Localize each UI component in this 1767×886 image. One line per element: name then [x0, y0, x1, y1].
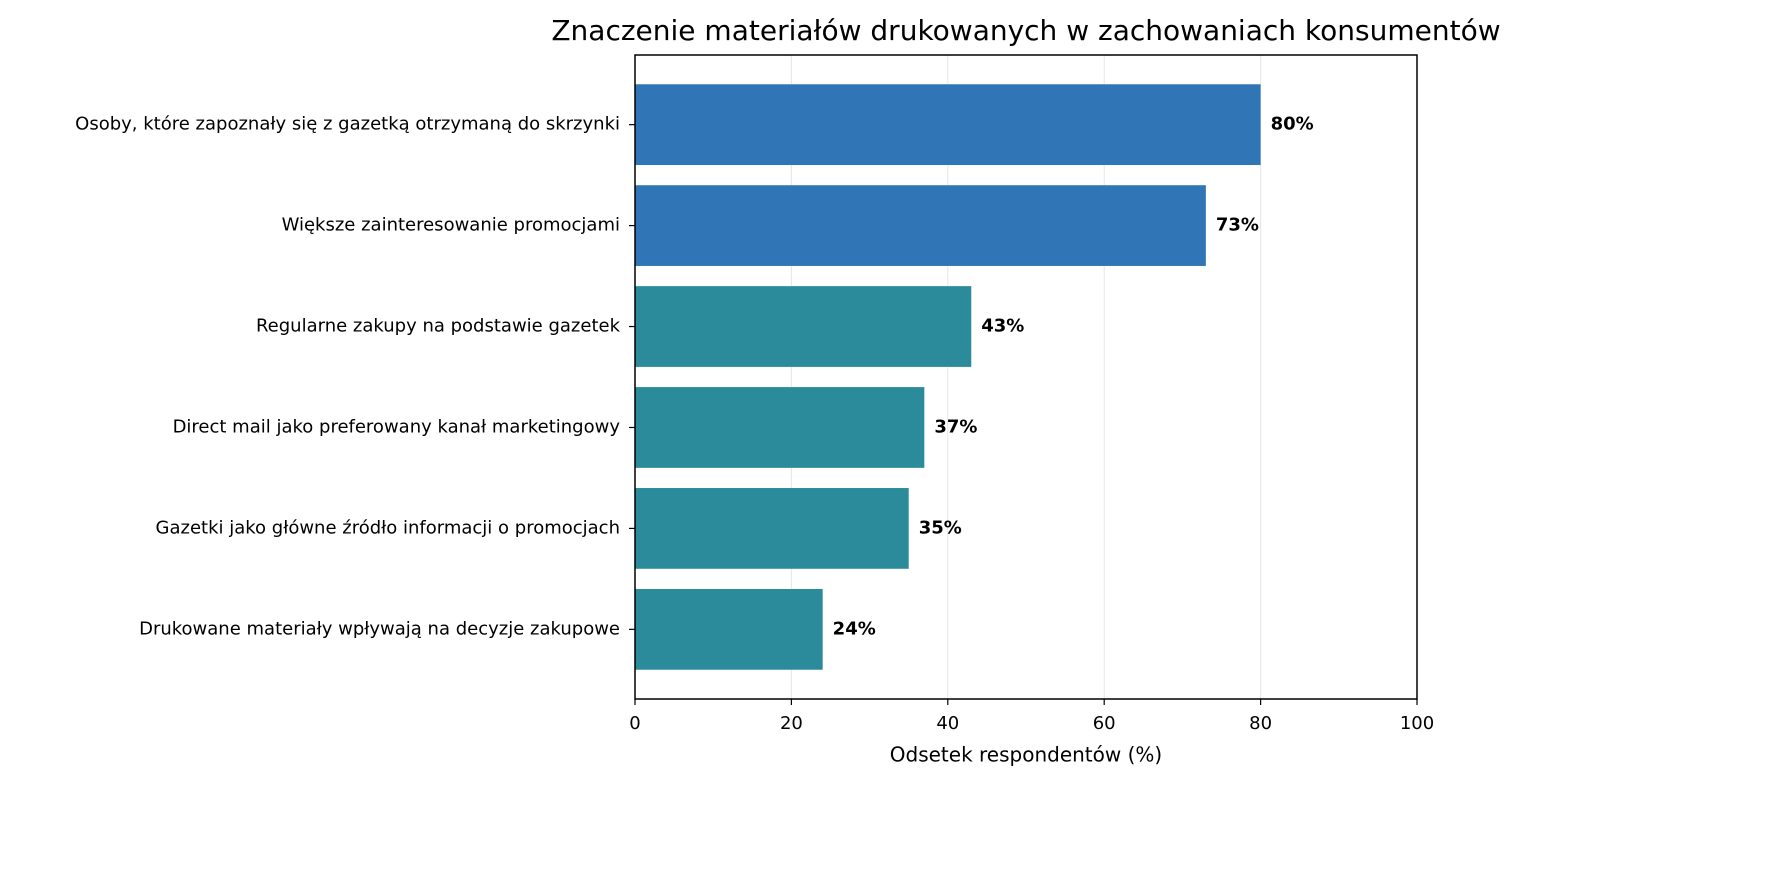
y-tick-label: Regularne zakupy na podstawie gazetek [256, 316, 621, 337]
x-tick-label: 80 [1249, 713, 1272, 734]
plot-frame [634, 54, 1418, 700]
value-label: 43% [981, 316, 1024, 337]
x-tick-label: 100 [1400, 713, 1434, 734]
bar [635, 286, 972, 367]
value-label: 37% [934, 416, 977, 437]
y-tick-label: Direct mail jako preferowany kanał marke… [173, 416, 621, 437]
x-tick-label: 60 [1093, 713, 1116, 734]
x-tick-label: 20 [780, 713, 803, 734]
bar [635, 84, 1261, 166]
value-label: 80% [1271, 114, 1314, 135]
bar [635, 387, 925, 468]
y-tick-label: Gazetki jako główne źródło informacji o … [156, 517, 620, 538]
bar [635, 488, 909, 569]
y-tick-label: Osoby, które zapoznały się z gazetką otr… [75, 114, 620, 135]
value-label: 73% [1216, 215, 1259, 236]
x-tick-label: 0 [629, 713, 640, 734]
chart-title: Znaczenie materiałów drukowanych w zacho… [551, 14, 1500, 47]
x-tick-label: 40 [936, 713, 959, 734]
value-label: 35% [919, 517, 962, 538]
x-axis-label: Odsetek respondentów (%) [890, 743, 1162, 767]
y-tick-label: Drukowane materiały wpływają na decyzje … [139, 618, 620, 639]
y-tick-label: Większe zainteresowanie promocjami [282, 215, 620, 236]
bar [635, 185, 1206, 266]
bar [635, 588, 823, 670]
value-label: 24% [833, 618, 876, 639]
